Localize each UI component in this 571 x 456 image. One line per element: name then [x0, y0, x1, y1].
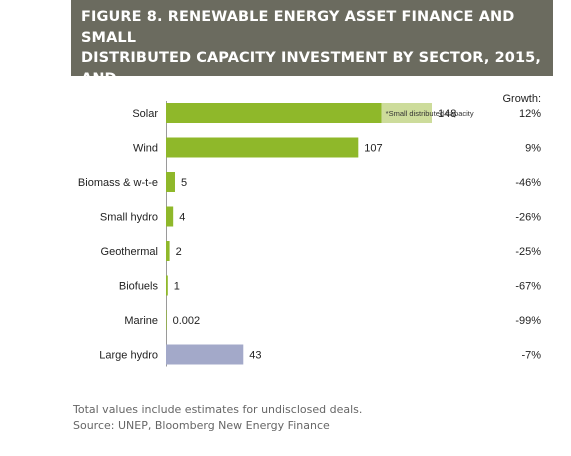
- growth-header: Growth:: [502, 93, 541, 105]
- value-label: 5: [181, 177, 187, 189]
- bar-solar-asset-finance: [166, 103, 382, 123]
- value-label: 2: [176, 246, 182, 258]
- growth-value: -7%: [521, 350, 541, 362]
- value-label: 107: [364, 143, 382, 155]
- category-label: Wind: [133, 143, 158, 155]
- category-label: Small hydro: [100, 212, 158, 224]
- note-estimates: Total values include estimates for undis…: [73, 403, 363, 416]
- value-label: 1: [174, 281, 180, 293]
- bar-solar-small-distributed: [381, 103, 432, 123]
- chart-notes: Total values include estimates for undis…: [73, 402, 362, 434]
- category-label: Marine: [124, 315, 158, 327]
- category-label: Geothermal: [101, 246, 158, 258]
- bar-biomass-w-t-e: [166, 172, 175, 192]
- value-label: 43: [249, 350, 261, 362]
- category-label: Biomass & w-t-e: [78, 177, 158, 189]
- segment-label-small-distributed: *Small distributed capacity: [386, 109, 474, 118]
- value-label: 4: [179, 212, 185, 224]
- value-label: 0.002: [173, 315, 201, 327]
- category-label: Large hydro: [99, 350, 158, 362]
- growth-value: -99%: [515, 315, 541, 327]
- category-label: Solar: [132, 108, 158, 120]
- category-label: Biofuels: [119, 281, 159, 293]
- growth-value: -46%: [515, 177, 541, 189]
- growth-value: -25%: [515, 246, 541, 258]
- bar-wind: [166, 137, 359, 158]
- bar-small-hydro: [166, 206, 174, 227]
- value-label: 148: [438, 108, 456, 120]
- note-source: Source: UNEP, Bloomberg New Energy Finan…: [73, 419, 330, 432]
- bar-geothermal: [166, 241, 170, 261]
- growth-value: -26%: [515, 212, 541, 224]
- bar-marine: [166, 310, 167, 330]
- bar-biofuels: [166, 275, 168, 296]
- bar-large-hydro: [166, 344, 244, 365]
- growth-value: 9%: [525, 143, 541, 155]
- growth-value: 12%: [519, 108, 541, 120]
- growth-value: -67%: [515, 281, 541, 293]
- chart-title: FIGURE 8. RENEWABLE ENERGY ASSET FINANCE…: [71, 0, 553, 107]
